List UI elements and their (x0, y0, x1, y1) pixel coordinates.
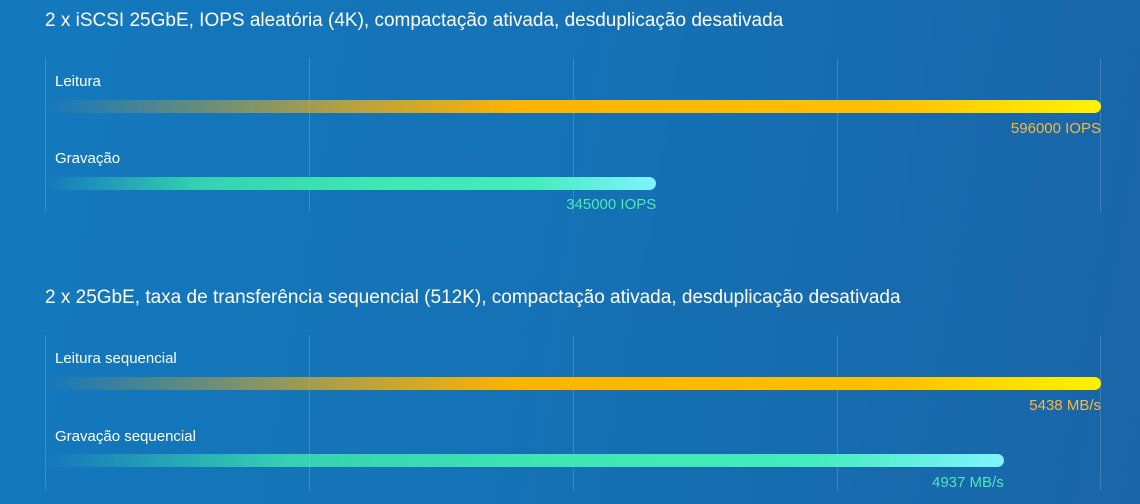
gridline (573, 335, 574, 490)
chart-title: 2 x iSCSI 25GbE, IOPS aleatória (4K), co… (45, 10, 784, 31)
bar-label-read: Leitura (55, 73, 101, 90)
bar-label-write: Gravação (55, 150, 121, 167)
gridline (837, 335, 838, 490)
gridline (45, 335, 46, 490)
bar-value-seq-write: 4937 MB/s (931, 474, 1004, 491)
bar-value-read: 596000 IOPS (1010, 120, 1101, 137)
bar-write (45, 177, 657, 190)
bar-label-seq-write: Gravação sequencial (55, 428, 196, 445)
chart-title: 2 x 25GbE, taxa de transferência sequenc… (45, 287, 901, 308)
gridline (573, 58, 574, 213)
bar-seq-write (45, 454, 1004, 467)
bar-value-seq-read: 5438 MB/s (1029, 397, 1101, 414)
gridline (1100, 335, 1101, 490)
chart-grid (45, 335, 1101, 490)
chart-panel-throughput: 2 x 25GbE, taxa de transferência sequenc… (0, 287, 1140, 504)
bar-value-write: 345000 IOPS (566, 196, 657, 213)
bar-seq-read (45, 377, 1101, 390)
bar-read (45, 100, 1101, 113)
chart-panel-iops: 2 x iSCSI 25GbE, IOPS aleatória (4K), co… (0, 10, 1140, 230)
gridline (837, 58, 838, 213)
gridline (309, 335, 310, 490)
bar-label-seq-read: Leitura sequencial (55, 350, 177, 367)
gridline (1100, 58, 1101, 213)
gridline (309, 58, 310, 213)
gridline (45, 58, 46, 213)
chart-grid (45, 58, 1101, 213)
